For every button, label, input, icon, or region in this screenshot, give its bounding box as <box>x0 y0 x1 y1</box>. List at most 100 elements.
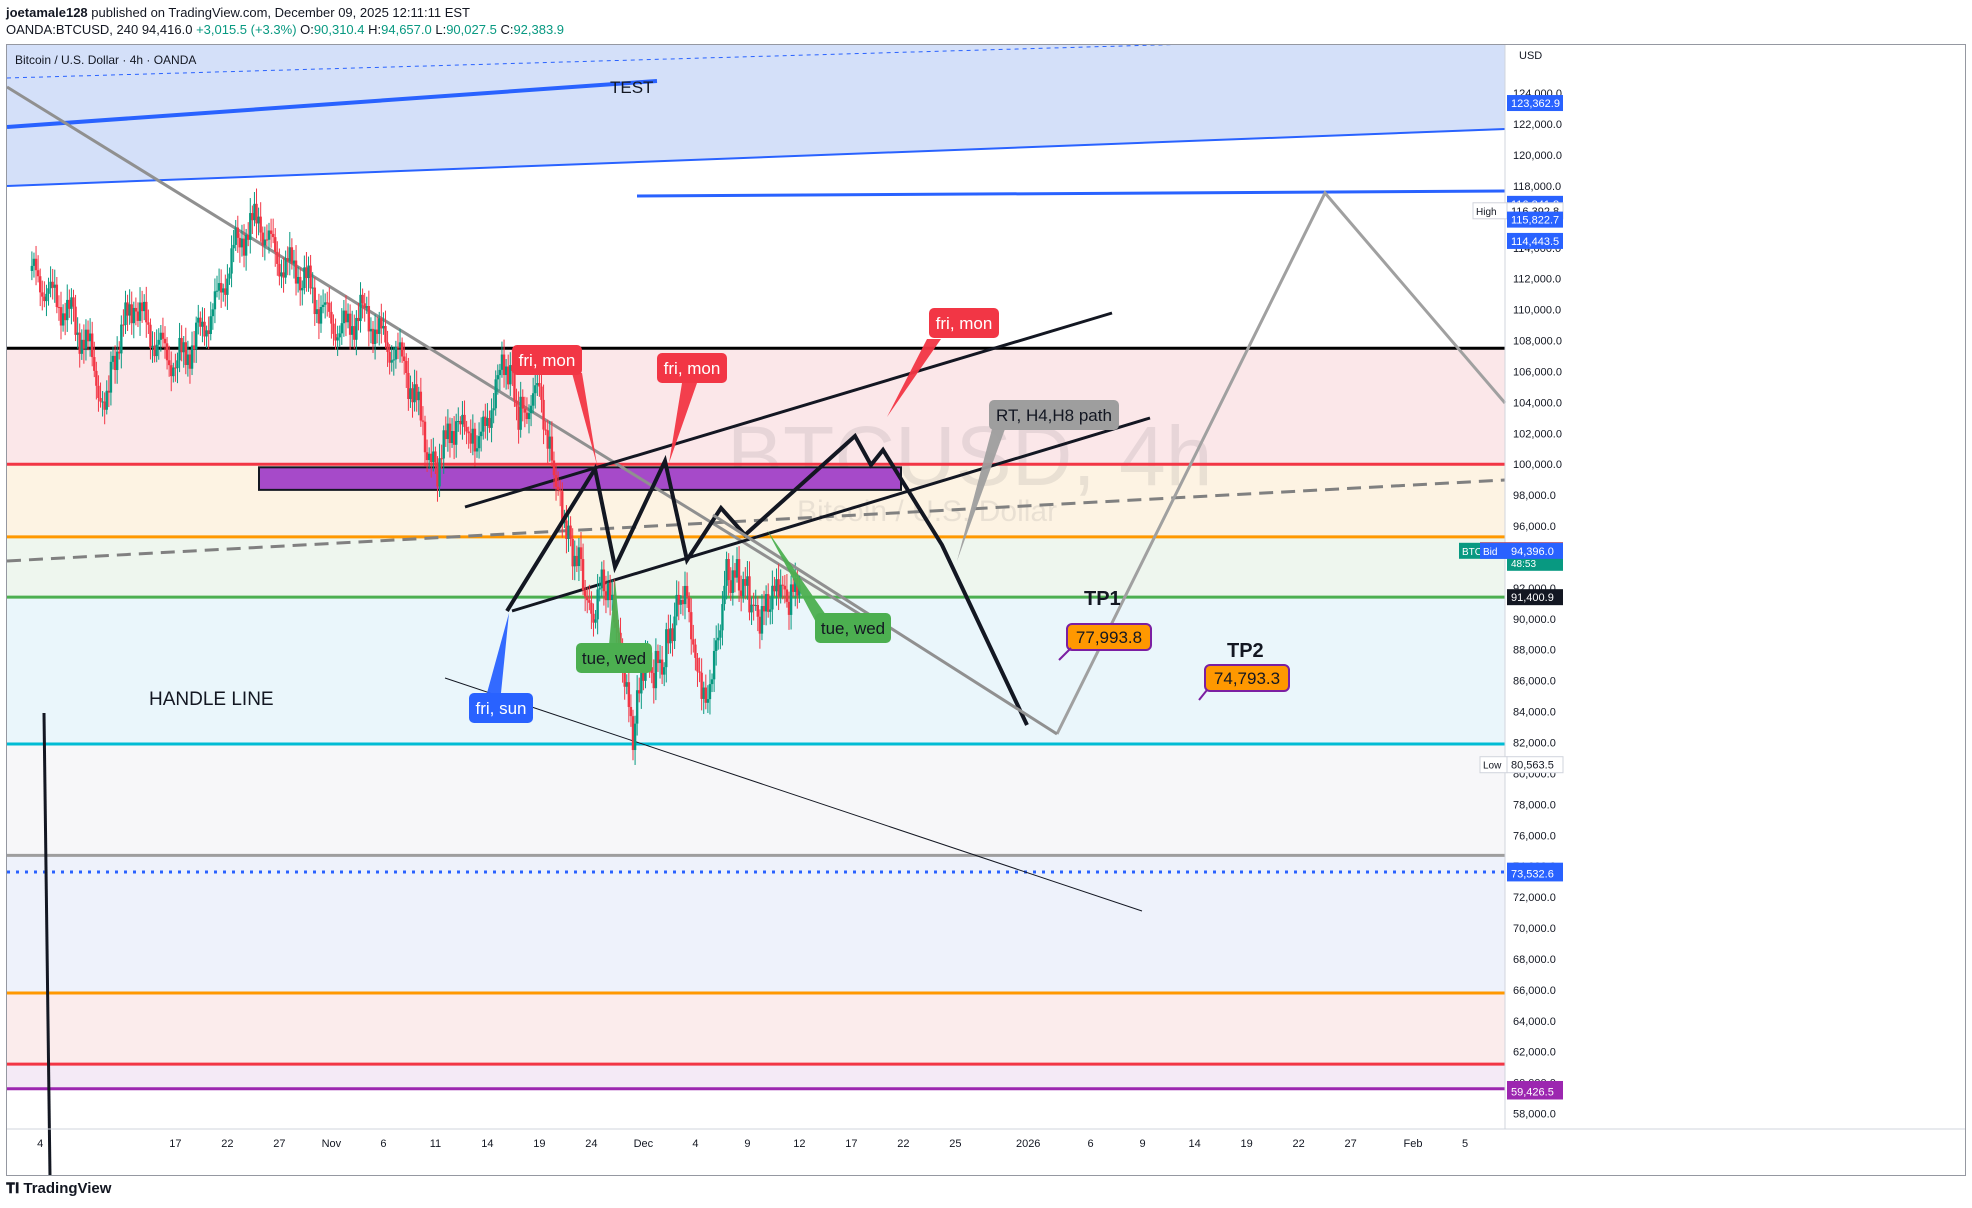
y-tick-label: 58,000.0 <box>1513 1109 1556 1121</box>
x-tick-label: 6 <box>1088 1138 1094 1150</box>
candle-body <box>546 430 549 449</box>
descending-trendline <box>7 85 888 633</box>
y-tick-label: 78,000.0 <box>1513 799 1556 811</box>
candle-body <box>371 328 375 345</box>
candle-body <box>203 321 206 337</box>
candle-body <box>750 604 753 613</box>
y-tick-label: 122,000.0 <box>1513 119 1562 131</box>
candle-body <box>136 311 140 321</box>
candle-body <box>111 355 115 362</box>
candle-body <box>529 405 533 414</box>
callout-pointer-1 <box>572 373 597 465</box>
candle-body <box>629 706 633 717</box>
candle-body <box>394 347 398 360</box>
candle-body <box>249 213 252 240</box>
candle-body <box>471 428 475 444</box>
candle-body <box>155 344 158 357</box>
candle-body <box>635 690 639 724</box>
candle-body <box>754 605 757 607</box>
x-tick-label: 11 <box>430 1138 441 1150</box>
candle-body <box>215 290 219 292</box>
candle-body <box>134 307 138 312</box>
candle-body <box>353 326 356 340</box>
candle-body <box>269 230 273 234</box>
open-label: O: <box>300 22 314 37</box>
candle-body <box>461 414 464 425</box>
candle-body <box>301 288 304 291</box>
tp1-pointer <box>1058 647 1072 661</box>
candle-body <box>455 421 458 445</box>
price-tag-label-box <box>1480 542 1507 559</box>
candle-body <box>538 383 541 387</box>
callout-fri-sun: fri, sun <box>475 699 526 718</box>
candle-body <box>326 302 329 304</box>
candle-body <box>147 322 150 325</box>
candle-body <box>39 276 42 293</box>
candle-body <box>642 671 645 681</box>
price-label: 73,532.6 <box>1511 868 1554 880</box>
candle-body <box>170 365 173 377</box>
candle-body <box>157 339 160 345</box>
x-tick-label: 22 <box>221 1138 233 1150</box>
callout-pointer-6 <box>609 579 621 645</box>
candle-body <box>715 640 718 651</box>
callout-pointer-3 <box>887 339 941 417</box>
candle-body <box>61 313 65 326</box>
candle-body <box>107 390 111 393</box>
candle-body <box>286 258 289 262</box>
candle-body <box>346 313 350 323</box>
y-tick-label: 96,000.0 <box>1513 521 1556 533</box>
x-tick-label: 25 <box>949 1138 961 1150</box>
candle-body <box>517 406 520 430</box>
candle-body <box>47 288 50 294</box>
thin-descending-line <box>444 677 1143 912</box>
candle-body <box>683 585 687 605</box>
vertical-spike-line <box>42 712 52 1175</box>
channel-lower-line <box>7 128 1506 187</box>
candle-body <box>51 281 54 288</box>
x-tick-label: 19 <box>1240 1138 1252 1150</box>
candle-body <box>184 342 187 365</box>
candle-body <box>292 260 296 264</box>
candle-body <box>34 258 38 271</box>
x-tick-label: 17 <box>845 1138 857 1150</box>
price-label: 80,563.5 <box>1511 760 1554 772</box>
price-label-box <box>1507 95 1563 112</box>
candle-body <box>594 619 597 623</box>
candle-body <box>186 354 190 365</box>
candle-body <box>536 383 539 386</box>
chart-pane[interactable]: BTCUSD, 4h Bitcoin / U.S. Dollar TEST HAND… <box>6 44 1966 1176</box>
candle-body <box>432 451 435 463</box>
candle-body <box>207 330 210 335</box>
candle-body <box>99 397 102 402</box>
x-tick-label: 5 <box>1462 1138 1468 1150</box>
candle-body <box>390 360 393 363</box>
price-zone <box>7 1064 1505 1089</box>
candle-body <box>122 324 125 326</box>
candle-body <box>217 283 221 291</box>
price-label-box <box>1506 756 1564 774</box>
candle-body <box>336 337 339 341</box>
candle-body <box>729 580 732 593</box>
candle-body <box>91 333 94 358</box>
candle-body <box>542 399 545 430</box>
publisher-name[interactable]: joetamale128 <box>6 5 88 20</box>
candle-body <box>219 283 223 293</box>
candle-body <box>53 284 56 288</box>
candle-body <box>132 307 135 324</box>
candle-body <box>652 672 655 689</box>
candle-body <box>583 590 587 597</box>
candle-body <box>677 594 680 605</box>
candle-body <box>598 588 601 590</box>
candle-body <box>477 436 481 449</box>
candle-body <box>43 296 46 302</box>
candle-body <box>369 328 373 332</box>
blue-target-line <box>636 189 1506 198</box>
candle-body <box>482 416 485 432</box>
candle-body <box>694 644 697 658</box>
candle-body <box>80 339 83 354</box>
candle-body <box>413 384 416 403</box>
candle-body <box>775 579 778 592</box>
